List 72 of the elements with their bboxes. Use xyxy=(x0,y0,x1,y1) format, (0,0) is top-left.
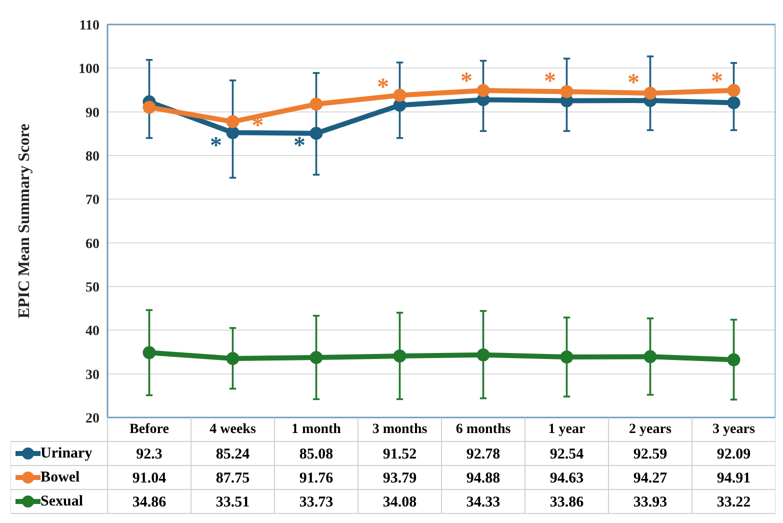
data-label: 85.08 xyxy=(299,446,334,462)
point xyxy=(142,346,156,360)
x-tick-label: 1 month xyxy=(292,422,342,437)
point xyxy=(560,350,574,364)
data-label: 92.09 xyxy=(716,446,751,462)
annotation: * xyxy=(210,132,222,159)
data-label: 33.51 xyxy=(216,494,250,510)
x-tick-label: 2 years xyxy=(629,422,672,437)
annotation: * xyxy=(711,68,724,94)
legend-label: Sexual xyxy=(40,494,84,510)
annotation: * xyxy=(544,68,556,94)
y-tick-label: 50 xyxy=(86,280,100,296)
data-label: 33.73 xyxy=(299,494,334,510)
data-label: 34.33 xyxy=(466,494,500,510)
point xyxy=(226,352,240,365)
y-tick-label: 110 xyxy=(79,18,100,34)
data-label: 33.93 xyxy=(633,494,668,510)
data-label: 93.79 xyxy=(382,470,417,486)
data-label: 92.54 xyxy=(550,446,584,462)
legend-label: Urinary xyxy=(40,446,93,462)
data-label: 34.86 xyxy=(132,494,167,510)
y-tick-label: 40 xyxy=(86,324,100,340)
y-tick-label: 70 xyxy=(86,193,100,208)
point xyxy=(310,351,323,364)
annotation: * xyxy=(628,70,640,96)
data-label: 85.24 xyxy=(216,446,250,462)
data-label: 92.78 xyxy=(466,446,500,462)
y-tick-label: 60 xyxy=(86,236,100,252)
x-tick-label: 6 months xyxy=(456,422,512,437)
data-label: 92.59 xyxy=(633,446,668,462)
data-label: 94.63 xyxy=(550,470,584,486)
x-tick-label: 1 year xyxy=(548,422,586,437)
point xyxy=(393,350,406,363)
data-label: 91.76 xyxy=(299,470,334,486)
y-tick-label: 90 xyxy=(86,106,100,121)
data-label: 94.91 xyxy=(716,470,751,486)
data-label: 33.22 xyxy=(716,494,751,510)
x-tick-label: Before xyxy=(130,422,169,437)
point xyxy=(727,96,740,110)
data-label: 92.3 xyxy=(136,446,162,462)
legend-label: Bowel xyxy=(40,470,80,486)
x-tick-label: 3 months xyxy=(372,422,428,437)
point xyxy=(310,98,323,111)
y-tick-label: 100 xyxy=(78,62,100,78)
annotation: * xyxy=(377,74,390,100)
data-label: 94.27 xyxy=(633,470,668,486)
data-label: 34.08 xyxy=(382,494,417,510)
y-tick-label: 80 xyxy=(86,150,100,164)
data-label: 94.88 xyxy=(466,470,500,486)
point xyxy=(226,115,240,128)
point xyxy=(310,126,323,140)
y-tick-label: 30 xyxy=(86,368,100,383)
y-tick-label: 20 xyxy=(86,412,100,426)
point xyxy=(476,84,490,98)
data-label: 91.04 xyxy=(132,470,167,486)
point xyxy=(476,348,490,362)
point xyxy=(560,85,574,98)
point xyxy=(226,126,240,140)
point xyxy=(727,353,740,366)
annotation: * xyxy=(460,68,473,94)
point xyxy=(142,100,156,114)
data-label: 91.52 xyxy=(382,446,417,462)
y-axis-title: EPIC Mean Summary Score xyxy=(16,124,33,318)
point xyxy=(727,84,740,97)
x-tick-label: 4 weeks xyxy=(210,422,256,437)
point xyxy=(644,350,657,364)
point xyxy=(393,88,406,102)
x-tick-label: 3 years xyxy=(712,422,756,437)
annotation: * xyxy=(294,132,306,159)
data-label: 33.86 xyxy=(550,494,584,510)
point xyxy=(644,86,657,100)
data-label: 87.75 xyxy=(216,470,250,486)
